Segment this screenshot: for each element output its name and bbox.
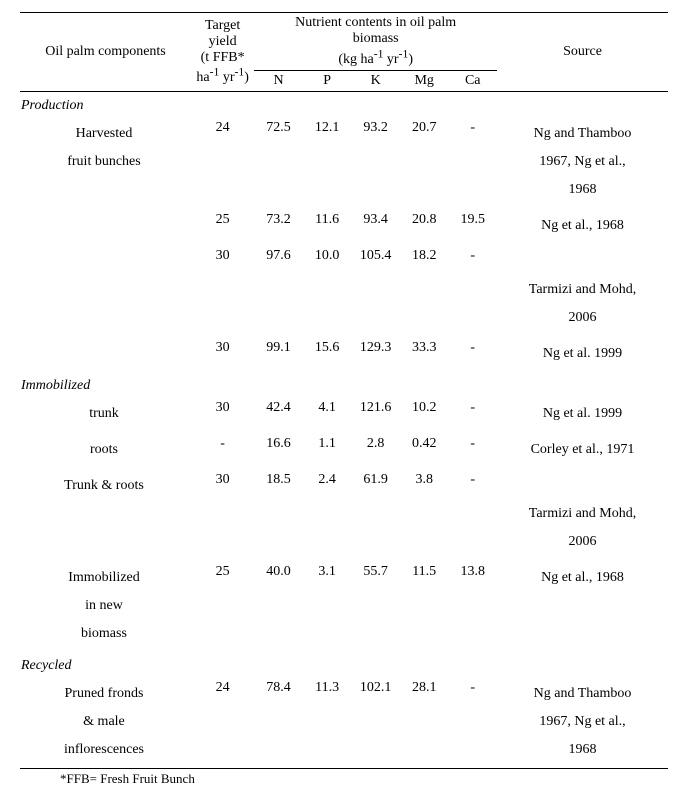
cell-mg: 20.8 bbox=[400, 208, 449, 244]
cell-source: Ng et al. 1999 bbox=[497, 336, 668, 372]
hdr-ty-l2: yield bbox=[209, 34, 237, 49]
cell-n: 73.2 bbox=[254, 208, 303, 244]
cell-ca: - bbox=[448, 396, 497, 432]
cell-source: Ng et al., 1968 bbox=[497, 560, 668, 652]
cell-k: 93.2 bbox=[351, 116, 400, 208]
table-row: Pruned fronds& maleinflorescences 24 78.… bbox=[20, 676, 668, 769]
cell-p: 2.4 bbox=[303, 468, 352, 560]
cell-component: roots bbox=[20, 432, 191, 468]
section-recycled: Recycled bbox=[20, 652, 668, 676]
cell-p: 11.6 bbox=[303, 208, 352, 244]
cell-mg: 18.2 bbox=[400, 244, 449, 336]
hdr-nutri-l1: Nutrient contents in oil palm bbox=[295, 15, 456, 30]
cell-n: 18.5 bbox=[254, 468, 303, 560]
cell-component: Harvestedfruit bunches bbox=[20, 116, 191, 208]
cell-mg: 0.42 bbox=[400, 432, 449, 468]
cell-n: 40.0 bbox=[254, 560, 303, 652]
cell-ca: - bbox=[448, 116, 497, 208]
cell-n: 99.1 bbox=[254, 336, 303, 372]
hdr-ty-l4: ha-1 yr-1) bbox=[196, 70, 249, 85]
cell-ty: - bbox=[191, 432, 254, 468]
cell-n: 42.4 bbox=[254, 396, 303, 432]
cell-source: Tarmizi and Mohd,2006 bbox=[497, 468, 668, 560]
cell-n: 16.6 bbox=[254, 432, 303, 468]
cell-mg: 28.1 bbox=[400, 676, 449, 769]
cell-mg: 33.3 bbox=[400, 336, 449, 372]
hdr-ty-l3: (t FFB* bbox=[201, 50, 245, 65]
section-immobilized: Immobilized bbox=[20, 372, 668, 396]
hdr-ty-l1: Target bbox=[205, 18, 240, 33]
cell-n: 78.4 bbox=[254, 676, 303, 769]
cell-p: 3.1 bbox=[303, 560, 352, 652]
hdr-ca: Ca bbox=[448, 70, 497, 91]
table-row: 30 99.1 15.6 129.3 33.3 - Ng et al. 1999 bbox=[20, 336, 668, 372]
cell-component: Immobilizedin newbiomass bbox=[20, 560, 191, 652]
hdr-nutrients: Nutrient contents in oil palm biomass (k… bbox=[254, 13, 497, 71]
table-row: trunk 30 42.4 4.1 121.6 10.2 - Ng et al.… bbox=[20, 396, 668, 432]
cell-k: 121.6 bbox=[351, 396, 400, 432]
cell-mg: 20.7 bbox=[400, 116, 449, 208]
cell-ca: - bbox=[448, 244, 497, 336]
table-row: Immobilizedin newbiomass 25 40.0 3.1 55.… bbox=[20, 560, 668, 652]
cell-ca: 19.5 bbox=[448, 208, 497, 244]
cell-source: Tarmizi and Mohd,2006 bbox=[497, 244, 668, 336]
hdr-k: K bbox=[351, 70, 400, 91]
cell-component: Pruned fronds& maleinflorescences bbox=[20, 676, 191, 769]
cell-source: Corley et al., 1971 bbox=[497, 432, 668, 468]
cell-p: 15.6 bbox=[303, 336, 352, 372]
cell-ty: 24 bbox=[191, 676, 254, 769]
hdr-n: N bbox=[254, 70, 303, 91]
table-row: 30 97.6 10.0 105.4 18.2 - Tarmizi and Mo… bbox=[20, 244, 668, 336]
hdr-mg: Mg bbox=[400, 70, 449, 91]
table-row: roots - 16.6 1.1 2.8 0.42 - Corley et al… bbox=[20, 432, 668, 468]
cell-p: 11.3 bbox=[303, 676, 352, 769]
cell-k: 61.9 bbox=[351, 468, 400, 560]
cell-ca: - bbox=[448, 468, 497, 560]
cell-ca: - bbox=[448, 336, 497, 372]
hdr-nutri-l3: (kg ha-1 yr-1) bbox=[338, 52, 413, 67]
cell-n: 72.5 bbox=[254, 116, 303, 208]
cell-ty: 24 bbox=[191, 116, 254, 208]
cell-mg: 3.8 bbox=[400, 468, 449, 560]
cell-k: 55.7 bbox=[351, 560, 400, 652]
cell-ty: 30 bbox=[191, 336, 254, 372]
hdr-source: Source bbox=[497, 13, 668, 92]
cell-ca: 13.8 bbox=[448, 560, 497, 652]
cell-ty: 30 bbox=[191, 468, 254, 560]
cell-source: Ng et al. 1999 bbox=[497, 396, 668, 432]
cell-k: 102.1 bbox=[351, 676, 400, 769]
section-production: Production bbox=[20, 91, 668, 116]
cell-ca: - bbox=[448, 676, 497, 769]
cell-p: 12.1 bbox=[303, 116, 352, 208]
cell-k: 93.4 bbox=[351, 208, 400, 244]
cell-ca: - bbox=[448, 432, 497, 468]
cell-mg: 10.2 bbox=[400, 396, 449, 432]
cell-p: 4.1 bbox=[303, 396, 352, 432]
table-row: 25 73.2 11.6 93.4 20.8 19.5 Ng et al., 1… bbox=[20, 208, 668, 244]
table-row: Harvestedfruit bunches 24 72.5 12.1 93.2… bbox=[20, 116, 668, 208]
nutrient-table: Oil palm components Target yield (t FFB*… bbox=[20, 12, 668, 788]
hdr-target-yield: Target yield (t FFB* ha-1 yr-1) bbox=[191, 13, 254, 92]
cell-ty: 30 bbox=[191, 244, 254, 336]
cell-k: 2.8 bbox=[351, 432, 400, 468]
cell-source: Ng et al., 1968 bbox=[497, 208, 668, 244]
cell-component: trunk bbox=[20, 396, 191, 432]
cell-p: 1.1 bbox=[303, 432, 352, 468]
footnote: *FFB= Fresh Fruit Bunch bbox=[20, 768, 668, 788]
hdr-p: P bbox=[303, 70, 352, 91]
cell-k: 129.3 bbox=[351, 336, 400, 372]
table-row: Trunk & roots 30 18.5 2.4 61.9 3.8 - Tar… bbox=[20, 468, 668, 560]
cell-ty: 25 bbox=[191, 560, 254, 652]
cell-k: 105.4 bbox=[351, 244, 400, 336]
cell-source: Ng and Thamboo1967, Ng et al.,1968 bbox=[497, 116, 668, 208]
cell-component: Trunk & roots bbox=[20, 468, 191, 560]
cell-n: 97.6 bbox=[254, 244, 303, 336]
hdr-components: Oil palm components bbox=[20, 13, 191, 92]
cell-mg: 11.5 bbox=[400, 560, 449, 652]
cell-p: 10.0 bbox=[303, 244, 352, 336]
cell-ty: 30 bbox=[191, 396, 254, 432]
cell-ty: 25 bbox=[191, 208, 254, 244]
hdr-nutri-l2: biomass bbox=[353, 31, 399, 46]
cell-source: Ng and Thamboo1967, Ng et al.,1968 bbox=[497, 676, 668, 769]
